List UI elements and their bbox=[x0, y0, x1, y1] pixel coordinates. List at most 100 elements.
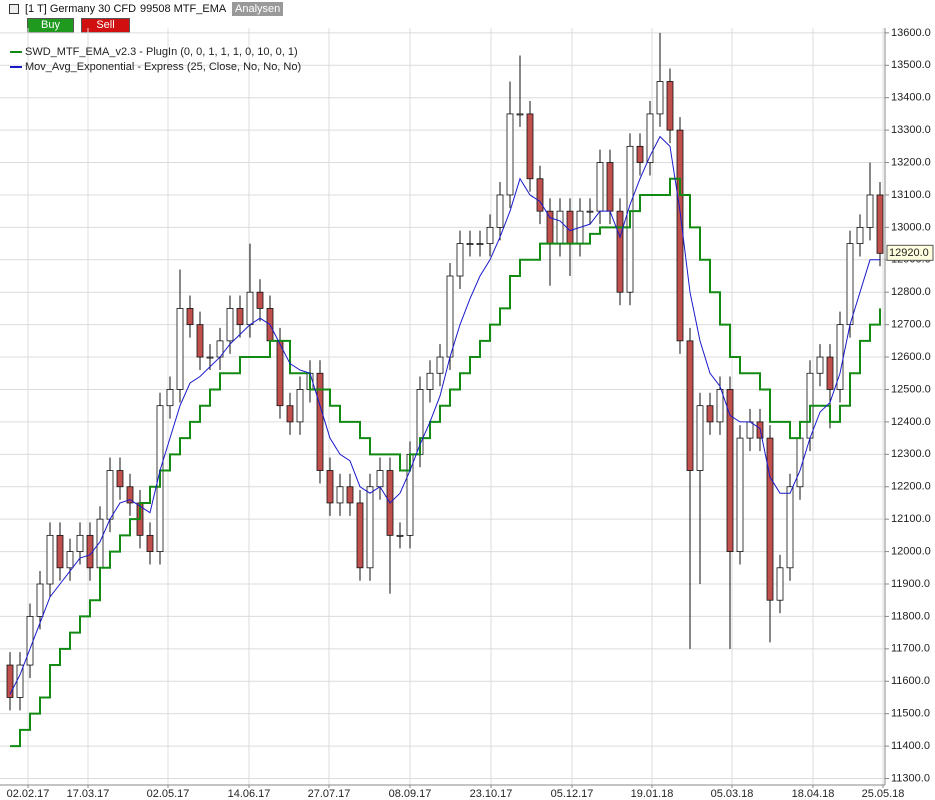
y-tick-label: 12200.0 bbox=[891, 481, 931, 493]
x-tick-label: 27.07.17 bbox=[308, 788, 351, 800]
candle-body bbox=[346, 486, 354, 504]
candle-body bbox=[656, 81, 664, 115]
candle-body bbox=[746, 421, 754, 439]
candle-body bbox=[46, 534, 54, 585]
candle-body bbox=[446, 275, 454, 358]
candle-body bbox=[876, 194, 884, 254]
y-tick-label: 12100.0 bbox=[891, 513, 931, 525]
y-tick-label: 11700.0 bbox=[891, 643, 930, 655]
y-tick-label: 12600.0 bbox=[891, 351, 931, 363]
candle-body bbox=[166, 389, 174, 407]
candle-body bbox=[466, 243, 474, 245]
y-tick-label: 11400.0 bbox=[891, 740, 930, 752]
candle-body bbox=[146, 534, 154, 552]
candle-body bbox=[566, 210, 574, 244]
x-tick-label: 18.04.18 bbox=[792, 788, 835, 800]
candle-body bbox=[816, 356, 824, 374]
y-tick-label: 12800.0 bbox=[891, 286, 931, 298]
y-tick-label: 13600.0 bbox=[891, 27, 931, 39]
buy-button[interactable]: Buy bbox=[27, 18, 74, 33]
y-tick-label: 12000.0 bbox=[891, 545, 931, 557]
axes: 11300.0 11400.0 11500.0 11600.0 11700.0 11800… bbox=[0, 27, 934, 800]
candle-body bbox=[56, 534, 64, 569]
candle-body bbox=[186, 308, 194, 326]
candle-body bbox=[606, 162, 614, 212]
y-tick-label: 13500.0 bbox=[891, 59, 931, 71]
candle-body bbox=[436, 356, 444, 374]
candle-body bbox=[686, 340, 694, 471]
candle-body bbox=[496, 194, 504, 228]
candle-body bbox=[736, 437, 744, 552]
last-price-label: 12920.0 bbox=[889, 247, 929, 259]
candle-body bbox=[236, 308, 244, 326]
candle-body bbox=[866, 194, 874, 228]
candle-body bbox=[26, 616, 34, 666]
candle-body bbox=[516, 113, 524, 116]
x-tick-label: 02.05.17 bbox=[147, 788, 190, 800]
candle-body bbox=[726, 389, 734, 552]
y-tick-label: 13200.0 bbox=[891, 156, 931, 168]
menu-icon[interactable] bbox=[9, 4, 19, 14]
candle-body bbox=[586, 210, 594, 213]
legend-label: SWD_MTF_EMA_v2.3 - PlugIn (0, 0, 1, 1, 1… bbox=[25, 46, 298, 58]
x-tick-label: 08.09.17 bbox=[389, 788, 432, 800]
candle-body bbox=[596, 162, 604, 212]
sell-button[interactable]: Sell bbox=[81, 18, 130, 33]
candle-body bbox=[316, 372, 324, 471]
series-line bbox=[10, 177, 881, 748]
y-tick-label: 13000.0 bbox=[891, 221, 931, 233]
candle-body bbox=[716, 389, 724, 423]
x-tick-label: 17.03.17 bbox=[67, 788, 110, 800]
x-tick-label: 14.06.17 bbox=[228, 788, 271, 800]
candle-body bbox=[556, 210, 564, 244]
candle-body bbox=[226, 308, 234, 342]
candle-body bbox=[246, 291, 254, 326]
candle-body bbox=[256, 291, 264, 309]
y-tick-label: 12300.0 bbox=[891, 448, 931, 460]
candle-body bbox=[396, 534, 404, 537]
candle-body bbox=[116, 470, 124, 488]
candle-body bbox=[356, 502, 364, 569]
candle-body bbox=[706, 405, 714, 423]
candle-body bbox=[106, 470, 114, 520]
marks bbox=[6, 32, 884, 748]
grid bbox=[0, 28, 885, 785]
legend: SWD_MTF_EMA_v2.3 - PlugIn (0, 0, 1, 1, 1… bbox=[10, 46, 301, 73]
x-tick-label: 05.03.18 bbox=[711, 788, 754, 800]
candle-body bbox=[676, 129, 684, 342]
x-tick-label: 02.02.17 bbox=[7, 788, 50, 800]
y-tick-label: 12400.0 bbox=[891, 416, 931, 428]
y-tick-label: 13100.0 bbox=[891, 189, 931, 201]
candle-body bbox=[336, 486, 344, 504]
candle-body bbox=[76, 534, 84, 552]
candle-body bbox=[666, 81, 674, 131]
instrument: [1 T] Germany 30 CFD bbox=[25, 3, 137, 15]
last-price-box bbox=[886, 244, 934, 261]
candle-body bbox=[96, 518, 104, 569]
candle-body bbox=[616, 210, 624, 293]
candle-body bbox=[776, 567, 784, 601]
candle-body bbox=[696, 405, 704, 471]
plot-area bbox=[0, 34, 885, 785]
y-tick-label: 11300.0 bbox=[891, 772, 930, 784]
candle-body bbox=[476, 243, 484, 245]
x-tick-label: 25.05.18 bbox=[862, 788, 905, 800]
candle-body bbox=[506, 113, 514, 196]
x-tick-label: 23.10.17 bbox=[470, 788, 513, 800]
analysis-button[interactable]: Analysen bbox=[232, 2, 284, 16]
candle-body bbox=[176, 308, 184, 390]
y-tick-label: 12500.0 bbox=[891, 383, 931, 395]
candle-body bbox=[636, 145, 644, 163]
chart-name: 99508 MTF_EMA bbox=[140, 3, 227, 15]
y-tick-label: 13300.0 bbox=[891, 124, 931, 136]
y-tick-label: 12700.0 bbox=[891, 319, 931, 331]
candle-body bbox=[486, 226, 494, 244]
candle-body bbox=[526, 113, 534, 180]
candle-body bbox=[326, 470, 334, 504]
candle-body bbox=[276, 340, 284, 407]
candle-body bbox=[426, 372, 434, 390]
candle-body bbox=[786, 486, 794, 569]
candle-body bbox=[296, 389, 304, 423]
